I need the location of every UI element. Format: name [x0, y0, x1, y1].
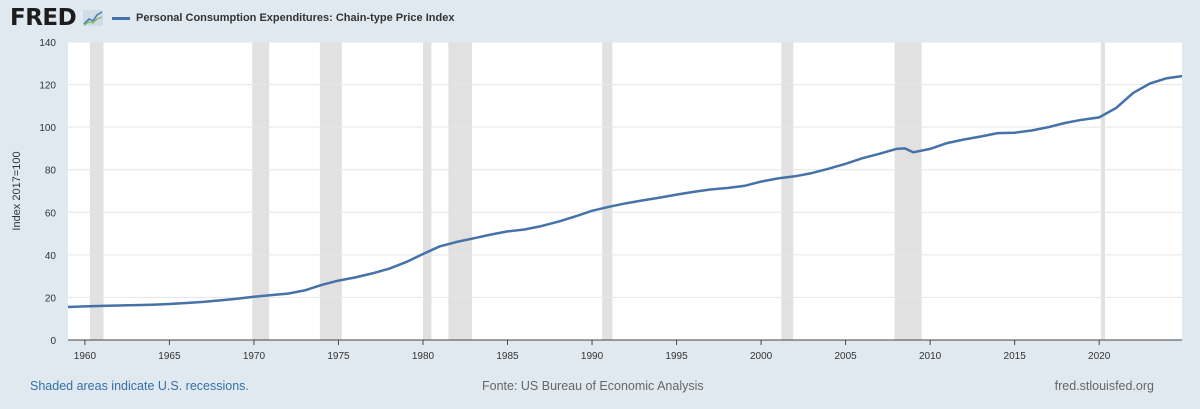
x-tick-label: 1985 — [496, 351, 519, 362]
y-tick-label: 140 — [39, 38, 56, 49]
x-tick-label: 2000 — [750, 351, 773, 362]
x-tick-label: 2010 — [919, 351, 942, 362]
x-tick-label: 2005 — [834, 351, 857, 362]
recession-band — [89, 42, 104, 340]
recession-band — [602, 42, 613, 340]
recession-band — [422, 42, 432, 340]
x-tick-label: 2015 — [1004, 351, 1027, 362]
x-tick-label: 1995 — [665, 351, 688, 362]
axes: 1960 1965 1970 1975 1980 1985 1990 1995 2000 2005… — [39, 38, 1182, 362]
grid-lines — [68, 41, 1182, 298]
recession-band — [319, 42, 342, 340]
series-line — [67, 74, 1183, 309]
y-tick-label: 40 — [45, 251, 57, 262]
plot-area — [68, 42, 1182, 340]
y-tick-label: 80 — [45, 166, 57, 177]
recession-band — [781, 42, 794, 340]
x-tick-label: 1965 — [158, 351, 181, 362]
fred-logo[interactable]: FRED — [10, 5, 103, 31]
x-tick-label: 1975 — [327, 351, 350, 362]
x-tick-label: 1960 — [74, 351, 97, 362]
trend-line-icon — [83, 10, 103, 26]
x-tick-label: 1990 — [581, 351, 604, 362]
x-tick-label: 1970 — [243, 351, 266, 362]
y-tick-label: 100 — [39, 123, 56, 134]
legend-label: Personal Consumption Expenditures: Chain… — [136, 12, 455, 24]
x-tick-label: 1980 — [412, 351, 435, 362]
x-tick-label: 2020 — [1088, 351, 1111, 362]
recession-band — [448, 42, 473, 340]
recession-note: Shaded areas indicate U.S. recessions. — [30, 379, 249, 393]
y-tick-label: 20 — [45, 293, 57, 304]
recession-band — [252, 42, 270, 340]
recession-bands — [89, 42, 1106, 340]
y-axis-label: Index 2017=100 — [11, 151, 23, 230]
legend-swatch — [112, 16, 130, 20]
site-link[interactable]: fred.stlouisfed.org — [1054, 379, 1154, 393]
recession-band — [894, 42, 922, 340]
recession-band — [1100, 42, 1106, 340]
y-tick-label: 60 — [45, 208, 57, 219]
series-layer — [67, 74, 1183, 309]
y-tick-label: 120 — [39, 81, 56, 92]
y-tick-label: 0 — [50, 336, 56, 347]
chart-legend: Personal Consumption Expenditures: Chain… — [112, 12, 454, 24]
fred-logo-text: FRED — [10, 5, 77, 31]
source-text: Fonte: US Bureau of Economic Analysis — [482, 379, 704, 393]
